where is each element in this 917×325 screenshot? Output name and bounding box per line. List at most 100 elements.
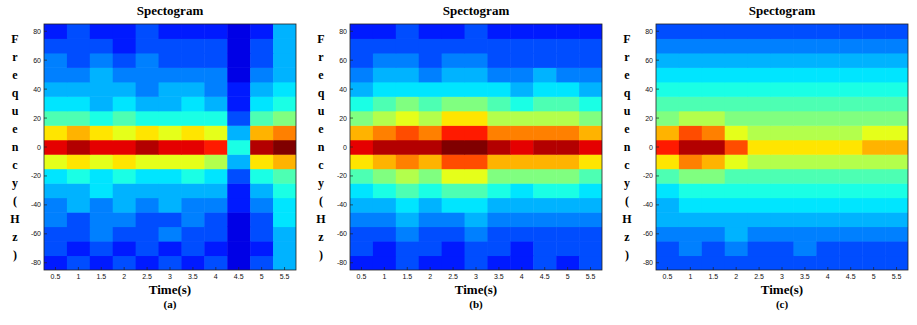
cell xyxy=(465,38,488,53)
cell xyxy=(839,154,862,169)
cell xyxy=(885,53,908,68)
cell xyxy=(656,38,679,53)
cell xyxy=(487,183,510,198)
y-tick xyxy=(44,233,47,234)
cells xyxy=(350,24,602,270)
cell xyxy=(250,198,273,213)
cell xyxy=(679,96,702,111)
cell xyxy=(442,38,465,53)
cell xyxy=(771,53,794,68)
cell xyxy=(67,38,90,53)
cell xyxy=(442,183,465,198)
cell xyxy=(227,67,250,82)
cell xyxy=(67,67,90,82)
cell xyxy=(816,169,839,184)
cell xyxy=(748,169,771,184)
cell xyxy=(44,38,67,53)
cell xyxy=(839,241,862,256)
x-tick xyxy=(407,267,408,270)
cell xyxy=(816,67,839,82)
x-tick xyxy=(782,267,783,270)
cell xyxy=(419,96,442,111)
cell xyxy=(67,227,90,242)
cell xyxy=(656,111,679,126)
cell xyxy=(181,183,204,198)
cell xyxy=(465,212,488,227)
cell xyxy=(748,111,771,126)
y-tick xyxy=(44,175,47,176)
y-tick xyxy=(350,175,353,176)
y-tick-label: 0 xyxy=(37,144,41,151)
x-tick-label: 0.5 xyxy=(357,273,367,280)
cell xyxy=(396,169,419,184)
cell xyxy=(113,169,136,184)
cell xyxy=(273,140,296,155)
cell xyxy=(885,140,908,155)
cell xyxy=(656,53,679,68)
x-tick-label: 2 xyxy=(122,273,126,280)
cell xyxy=(373,198,396,213)
cell xyxy=(793,67,816,82)
x-tick-label: 4.5 xyxy=(234,273,244,280)
cell xyxy=(350,256,373,270)
y-tick-label: 20 xyxy=(645,115,653,122)
cell xyxy=(656,82,679,97)
cell xyxy=(487,111,510,126)
cell xyxy=(679,256,702,270)
cell xyxy=(793,241,816,256)
cell xyxy=(885,256,908,270)
cell xyxy=(90,198,113,213)
cell xyxy=(816,24,839,39)
cell xyxy=(656,169,679,184)
y-tick xyxy=(350,147,353,148)
cell xyxy=(181,169,204,184)
cell xyxy=(273,38,296,53)
y-tick xyxy=(656,31,659,32)
x-tick xyxy=(667,267,668,270)
cell xyxy=(204,227,227,242)
cell xyxy=(90,24,113,39)
cell xyxy=(748,82,771,97)
cell xyxy=(136,38,159,53)
cell xyxy=(67,198,90,213)
cell xyxy=(181,227,204,242)
cell xyxy=(44,212,67,227)
cell xyxy=(136,183,159,198)
cell xyxy=(771,111,794,126)
cell xyxy=(373,140,396,155)
cell xyxy=(771,67,794,82)
cell xyxy=(465,53,488,68)
cell xyxy=(510,67,533,82)
cell xyxy=(159,82,182,97)
cell xyxy=(136,125,159,140)
cell xyxy=(510,227,533,242)
cell xyxy=(136,241,159,256)
cell xyxy=(159,38,182,53)
cell xyxy=(885,82,908,97)
y-tick xyxy=(350,31,353,32)
y-tick xyxy=(44,89,47,90)
cell xyxy=(396,154,419,169)
x-tick xyxy=(590,267,591,270)
cell xyxy=(90,140,113,155)
cell xyxy=(862,53,885,68)
cell xyxy=(204,198,227,213)
cell xyxy=(227,53,250,68)
cell xyxy=(885,183,908,198)
cell xyxy=(273,212,296,227)
cell xyxy=(725,111,748,126)
x-tick-label: 2 xyxy=(428,273,432,280)
cell xyxy=(702,140,725,155)
cell xyxy=(793,140,816,155)
cell xyxy=(250,125,273,140)
cell xyxy=(793,183,816,198)
cell xyxy=(839,67,862,82)
cell xyxy=(579,154,602,169)
cell xyxy=(510,183,533,198)
cell xyxy=(181,38,204,53)
cell xyxy=(533,125,556,140)
cell xyxy=(656,227,679,242)
cell xyxy=(656,198,679,213)
cell xyxy=(748,183,771,198)
cell xyxy=(702,198,725,213)
